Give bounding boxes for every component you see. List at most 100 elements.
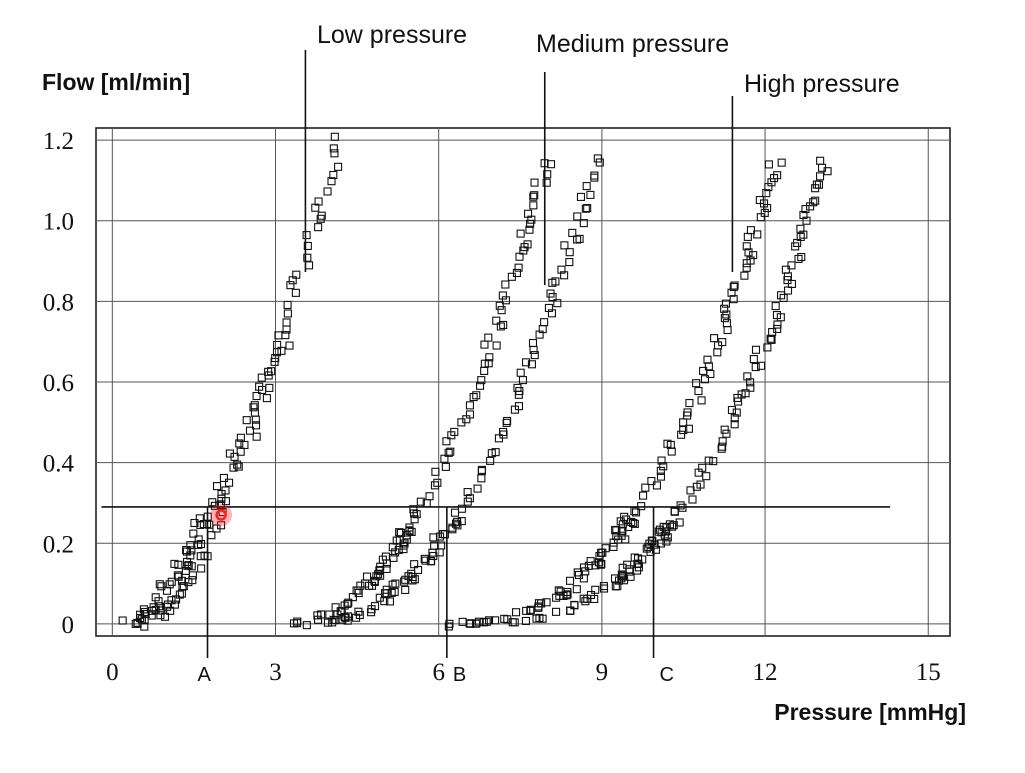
data-point (479, 618, 488, 627)
data-point (283, 300, 292, 310)
data-point (302, 621, 311, 630)
x-tick-label: 0 (106, 659, 119, 686)
data-point (732, 408, 741, 417)
data-point (522, 606, 531, 615)
data-point (282, 318, 291, 327)
data-points (118, 132, 832, 631)
data-point (234, 462, 243, 471)
data-point (177, 576, 187, 585)
data-point (273, 340, 282, 350)
data-point (354, 586, 363, 595)
data-point (433, 478, 442, 487)
data-point (262, 394, 271, 403)
data-point (435, 548, 444, 557)
data-point (166, 606, 175, 615)
data-point (448, 523, 457, 532)
data-point (523, 240, 532, 249)
y-tick-label: 0.4 (43, 451, 75, 478)
data-point (579, 563, 588, 572)
data-point (323, 187, 332, 196)
data-point (457, 504, 467, 513)
data-point (717, 444, 726, 453)
data-point (416, 497, 425, 506)
data-point (584, 561, 593, 570)
data-point (586, 190, 595, 199)
data-point (329, 170, 338, 180)
data-point (382, 585, 391, 594)
data-point (182, 545, 191, 555)
data-point (281, 331, 290, 340)
data-point (189, 529, 198, 538)
data-point (469, 393, 478, 402)
data-point (553, 299, 562, 308)
data-point (809, 198, 818, 207)
data-point (267, 367, 276, 376)
data-point (207, 531, 216, 540)
data-point (579, 219, 588, 228)
data-point (538, 614, 547, 623)
data-point (458, 617, 467, 626)
data-point (597, 559, 606, 569)
marker-label: C (660, 664, 674, 686)
data-point (501, 280, 510, 289)
data-point (773, 171, 782, 180)
data-point (743, 232, 752, 241)
data-point (612, 532, 621, 541)
data-point (410, 575, 419, 584)
data-point (723, 325, 732, 335)
data-point (679, 426, 688, 435)
highlight-point (215, 509, 227, 521)
data-point (197, 564, 206, 573)
data-point (225, 449, 234, 458)
data-point (526, 219, 535, 228)
data-point (445, 619, 454, 628)
data-point (457, 517, 466, 526)
data-point (465, 494, 474, 503)
data-point (718, 442, 727, 451)
data-point (225, 478, 234, 487)
data-point (331, 615, 340, 625)
data-point (638, 555, 647, 564)
data-point (662, 537, 671, 546)
data-point (427, 557, 436, 566)
data-point (512, 268, 522, 277)
data-point (676, 501, 685, 510)
data-point (118, 616, 127, 625)
data-point (647, 476, 656, 486)
data-point (573, 212, 582, 221)
x-tick-label: 12 (753, 659, 778, 686)
data-point (551, 277, 560, 286)
marker-label: B (453, 664, 466, 686)
data-point (140, 616, 149, 625)
x-tick-label: 9 (596, 659, 609, 686)
data-point (568, 228, 577, 237)
data-point (372, 572, 381, 581)
data-point (629, 518, 638, 528)
y-tick-label: 0.2 (43, 531, 74, 558)
data-point (777, 291, 786, 300)
data-point (626, 572, 635, 581)
data-point (698, 463, 707, 472)
data-point (425, 492, 434, 501)
data-point (183, 561, 192, 570)
data-point (801, 205, 810, 214)
data-point (763, 343, 772, 352)
data-point (264, 371, 273, 380)
data-point (753, 230, 762, 239)
x-tick-label: 15 (916, 659, 941, 686)
data-point (527, 360, 536, 369)
data-point (407, 527, 416, 536)
data-point (472, 619, 481, 628)
data-point (245, 426, 255, 435)
data-point (581, 204, 590, 213)
data-point (187, 546, 196, 555)
data-point (450, 508, 460, 517)
data-point (518, 376, 528, 385)
data-point (743, 372, 752, 381)
data-point (593, 154, 602, 163)
data-point (250, 408, 259, 417)
data-point (400, 577, 409, 586)
data-point (156, 611, 165, 620)
data-point (442, 437, 451, 446)
data-point (617, 531, 626, 540)
